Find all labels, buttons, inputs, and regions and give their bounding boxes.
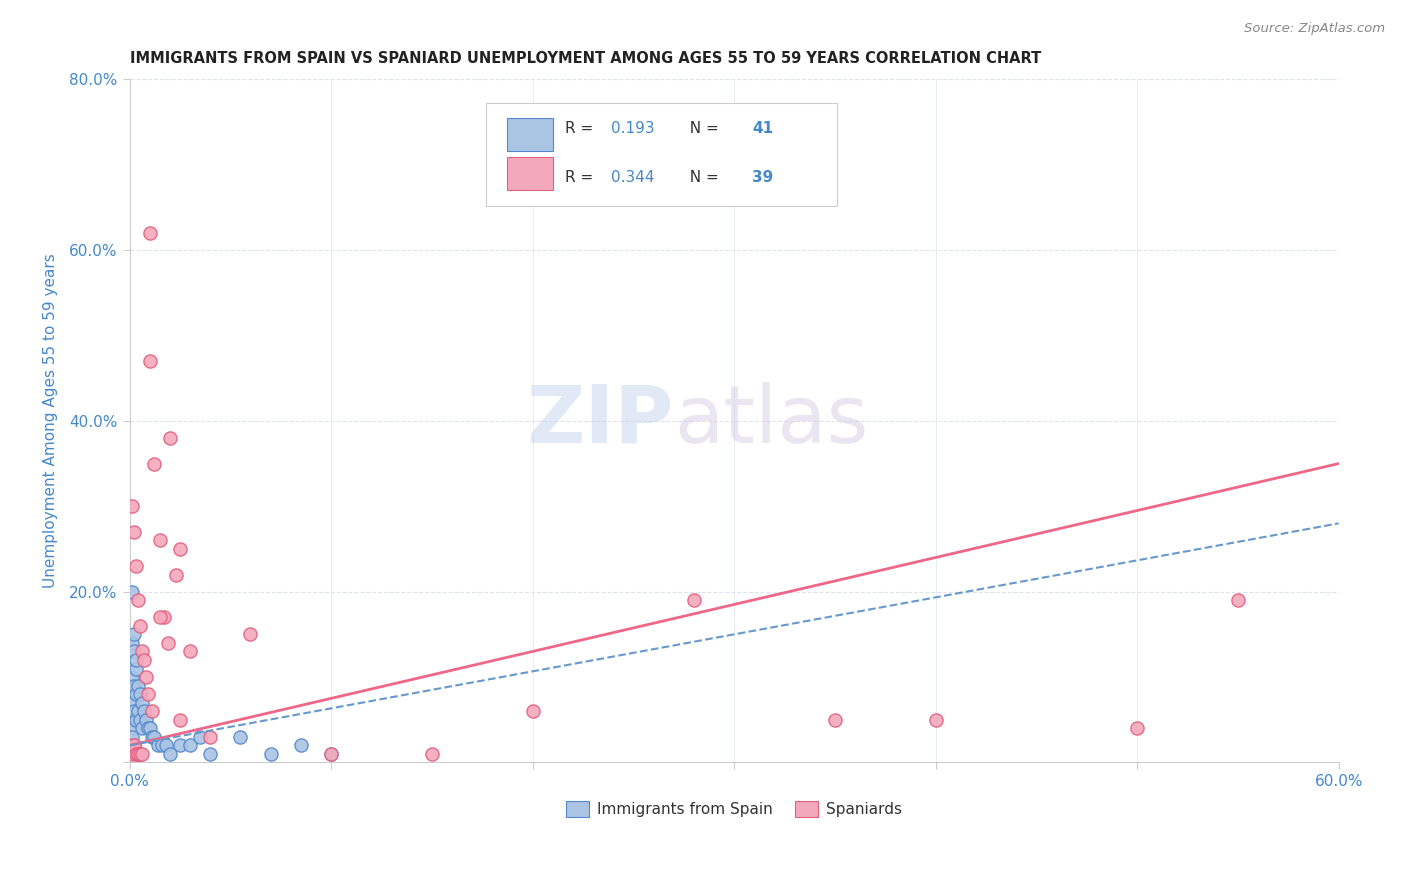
Point — [319, 747, 342, 761]
Text: Source: ZipAtlas.com: Source: ZipAtlas.com — [1244, 22, 1385, 36]
Text: N =: N = — [679, 121, 723, 136]
Point — [127, 747, 149, 761]
Point — [127, 704, 149, 718]
Point — [146, 739, 169, 753]
Point — [319, 747, 342, 761]
Point — [124, 661, 146, 675]
Point — [682, 593, 704, 607]
Point — [121, 584, 143, 599]
Point — [179, 739, 201, 753]
Point — [152, 610, 174, 624]
Point — [132, 653, 155, 667]
Point — [122, 524, 145, 539]
Point — [122, 739, 145, 753]
Text: 0.193: 0.193 — [610, 121, 654, 136]
Y-axis label: Unemployment Among Ages 55 to 59 years: Unemployment Among Ages 55 to 59 years — [44, 253, 58, 588]
Point — [121, 636, 143, 650]
Point — [124, 747, 146, 761]
Point — [165, 567, 187, 582]
Text: N =: N = — [679, 170, 723, 186]
Point — [924, 713, 946, 727]
Point — [127, 679, 149, 693]
Point — [131, 644, 153, 658]
Point — [149, 610, 172, 624]
Point — [138, 226, 160, 240]
Point — [159, 747, 181, 761]
Point — [121, 670, 143, 684]
Point — [169, 739, 191, 753]
Point — [132, 704, 155, 718]
Point — [229, 730, 252, 744]
Point — [198, 747, 221, 761]
FancyBboxPatch shape — [486, 103, 837, 206]
Text: 41: 41 — [752, 121, 773, 136]
Point — [290, 739, 312, 753]
Point — [121, 713, 143, 727]
Point — [124, 687, 146, 701]
Point — [121, 730, 143, 744]
Point — [138, 354, 160, 368]
Point — [122, 739, 145, 753]
Point — [522, 704, 544, 718]
Point — [131, 721, 153, 735]
Text: atlas: atlas — [673, 382, 868, 460]
Point — [127, 593, 149, 607]
Text: R =: R = — [565, 121, 598, 136]
Point — [131, 696, 153, 710]
Text: 0.344: 0.344 — [610, 170, 654, 186]
Point — [128, 713, 150, 727]
Point — [420, 747, 443, 761]
Point — [138, 721, 160, 735]
Point — [131, 747, 153, 761]
Text: ZIP: ZIP — [526, 382, 673, 460]
Point — [159, 431, 181, 445]
Point — [1126, 721, 1149, 735]
Point — [169, 713, 191, 727]
Point — [142, 457, 165, 471]
Point — [122, 704, 145, 718]
Point — [122, 721, 145, 735]
Point — [121, 696, 143, 710]
Point — [127, 747, 149, 761]
Point — [128, 619, 150, 633]
Point — [198, 730, 221, 744]
Point — [121, 739, 143, 753]
Point — [149, 533, 172, 548]
Point — [259, 747, 281, 761]
Point — [128, 747, 150, 761]
Point — [141, 730, 163, 744]
Point — [122, 679, 145, 693]
Point — [121, 747, 143, 761]
Point — [124, 653, 146, 667]
Point — [155, 739, 177, 753]
Point — [239, 627, 262, 641]
Text: IMMIGRANTS FROM SPAIN VS SPANIARD UNEMPLOYMENT AMONG AGES 55 TO 59 YEARS CORRELA: IMMIGRANTS FROM SPAIN VS SPANIARD UNEMPL… — [129, 51, 1040, 66]
Point — [124, 713, 146, 727]
Point — [128, 687, 150, 701]
Point — [124, 559, 146, 574]
Point — [122, 627, 145, 641]
Point — [824, 713, 846, 727]
Point — [136, 721, 159, 735]
Point — [135, 670, 157, 684]
Point — [179, 644, 201, 658]
Legend: Immigrants from Spain, Spaniards: Immigrants from Spain, Spaniards — [560, 795, 908, 823]
Point — [121, 500, 143, 514]
Point — [188, 730, 211, 744]
FancyBboxPatch shape — [506, 119, 553, 151]
Point — [142, 730, 165, 744]
Point — [1226, 593, 1249, 607]
Text: R =: R = — [565, 170, 598, 186]
FancyBboxPatch shape — [506, 157, 553, 190]
Point — [156, 636, 179, 650]
Point — [122, 644, 145, 658]
Point — [169, 541, 191, 556]
Point — [141, 704, 163, 718]
Point — [150, 739, 173, 753]
Text: 39: 39 — [752, 170, 773, 186]
Point — [136, 687, 159, 701]
Point — [135, 713, 157, 727]
